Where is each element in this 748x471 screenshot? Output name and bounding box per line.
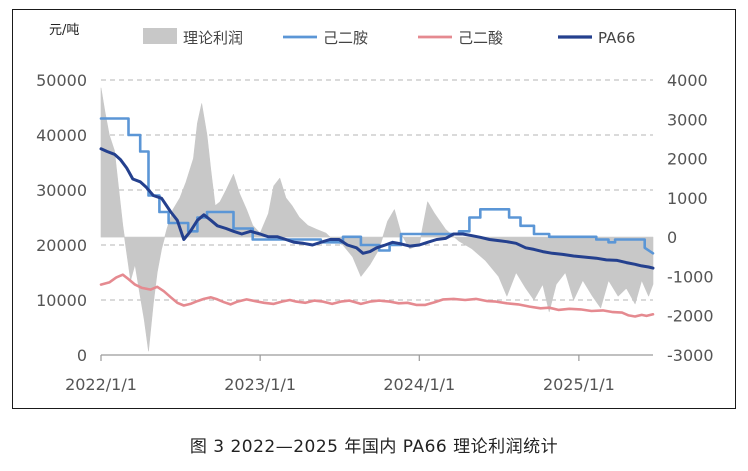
y-left-tick-label: 10000 — [36, 291, 87, 310]
legend-swatch — [143, 28, 177, 44]
y-axis-unit-label: 元/吨 — [49, 23, 79, 38]
y-left-tick-label: 50000 — [36, 71, 87, 90]
y-right-tick-label: 2000 — [667, 150, 708, 169]
x-tick-label: 2025/1/1 — [543, 375, 615, 394]
legend-label: 理论利润 — [183, 29, 243, 47]
x-tick-label: 2024/1/1 — [383, 375, 455, 394]
y-left-tick-label: 0 — [77, 346, 87, 365]
series-area-profit — [100, 87, 654, 352]
axes-layer: 01000020000300004000050000-3000-2000-100… — [36, 71, 713, 394]
series-lines-layer — [99, 117, 655, 318]
chart-plot: 元/吨 理论利润 己二胺 己二酸 PA66 010000200003000040000… — [36, 23, 713, 394]
legend: 理论利润 己二胺 己二酸 PA66 — [143, 28, 635, 47]
y-right-tick-label: 1000 — [667, 189, 708, 208]
figure-caption: 图 3 2022—2025 年国内 PA66 理论利润统计 — [189, 437, 559, 457]
y-right-tick-label: -2000 — [667, 307, 714, 326]
series-line — [99, 273, 655, 318]
profit-area-layer — [100, 87, 654, 352]
y-right-tick-label: 0 — [667, 228, 677, 247]
legend-label: 己二胺 — [323, 29, 368, 47]
legend-label: PA66 — [598, 29, 635, 47]
y-left-tick-label: 20000 — [36, 236, 87, 255]
x-tick-label: 2023/1/1 — [224, 375, 296, 394]
series-line — [99, 147, 655, 270]
x-tick-label: 2022/1/1 — [65, 375, 137, 394]
y-right-tick-label: -1000 — [667, 267, 714, 286]
y-right-tick-label: -3000 — [667, 346, 714, 365]
chart-frame: 元/吨 理论利润 己二胺 己二酸 PA66 0 10000 20000 30000 40000… — [12, 9, 736, 409]
y-right-tick-label: 3000 — [667, 110, 708, 129]
y-left-tick-label: 30000 — [36, 181, 87, 200]
y-right-tick-label: 4000 — [667, 71, 708, 90]
y-left-tick-label: 40000 — [36, 126, 87, 145]
legend-label: 己二酸 — [458, 29, 503, 47]
